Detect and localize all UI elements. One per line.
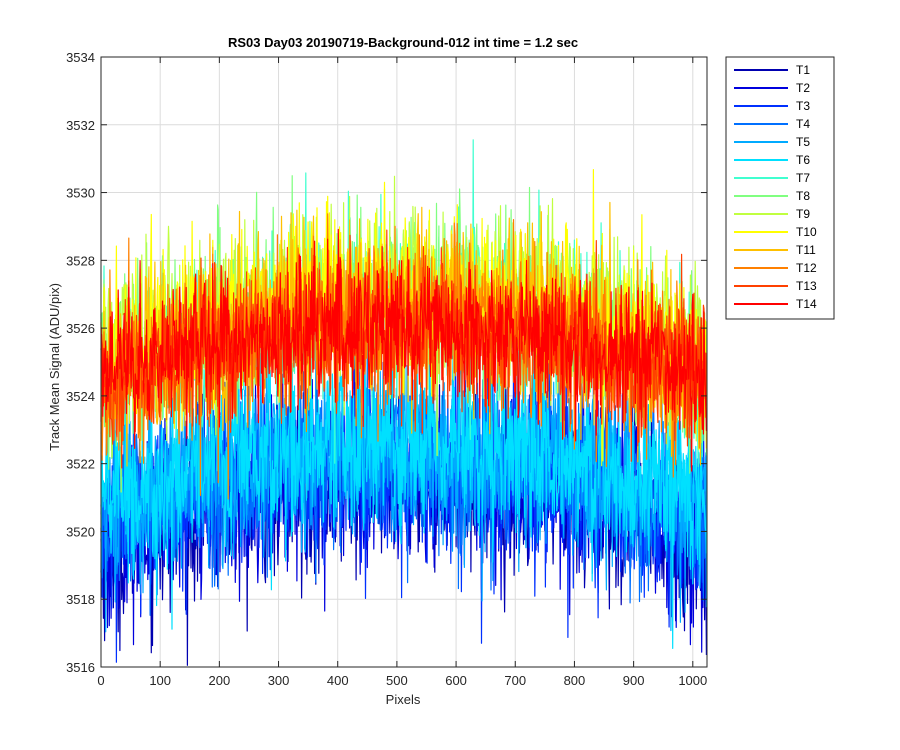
legend-item: T1 (734, 63, 810, 77)
series-line-t6 (100, 299, 707, 649)
legend-label: T2 (796, 81, 810, 95)
legend-label: T3 (796, 99, 810, 113)
y-tick-label: 3524 (66, 389, 95, 404)
x-tick-label: 0 (97, 673, 104, 688)
x-tick-label: 700 (504, 673, 526, 688)
x-tick-label: 300 (268, 673, 290, 688)
x-tick-label: 800 (564, 673, 586, 688)
y-tick-label: 3532 (66, 118, 95, 133)
legend-label: T12 (796, 261, 817, 275)
legend-item: T4 (734, 117, 810, 131)
legend-label: T4 (796, 117, 810, 131)
legend-items: T1 T2 T3 T4 T5 T6 T7 T8 T9 T10 T11 T12 T13 T14 (734, 63, 817, 311)
x-tick-label: 200 (209, 673, 231, 688)
legend-item: T12 (734, 261, 817, 275)
legend-box (725, 56, 835, 320)
legend-item: T11 (734, 243, 816, 257)
data-series (100, 139, 707, 666)
y-tick-label: 3518 (66, 592, 95, 607)
legend-label: T9 (796, 207, 810, 221)
legend-label: T11 (796, 243, 816, 257)
y-axis-title: Track Mean Signal (ADU/pix) (47, 283, 62, 451)
legend-item: T14 (734, 297, 817, 311)
plot-area: 0 100 200 300 400 500 600 700 800 900 1000 3516 3518… (66, 50, 708, 688)
series-line-t14 (100, 228, 707, 472)
x-tick-label: 600 (445, 673, 467, 688)
legend-label: T1 (796, 63, 810, 77)
y-tick-label: 3534 (66, 50, 95, 65)
legend-label: T6 (796, 153, 810, 167)
legend-item: T5 (734, 135, 810, 149)
legend-label: T10 (796, 225, 817, 239)
legend-label: T8 (796, 189, 810, 203)
legend-item: T6 (734, 153, 810, 167)
y-tick-label: 3530 (66, 186, 95, 201)
x-tick-label: 100 (149, 673, 171, 688)
axes-frame (100, 56, 708, 668)
legend-label: T13 (796, 279, 817, 293)
x-axis-title: Pixels (386, 692, 421, 707)
chart-title: RS03 Day03 20190719-Background-012 int t… (228, 35, 578, 50)
legend-item: T2 (734, 81, 810, 95)
legend-item: T9 (734, 207, 810, 221)
x-tick-label: 500 (386, 673, 408, 688)
axis-ticks: 0 100 200 300 400 500 600 700 800 900 1000 3516 3518… (66, 50, 707, 688)
legend-item: T13 (734, 279, 817, 293)
x-tick-label: 900 (623, 673, 645, 688)
series-line-t13 (100, 229, 707, 469)
y-tick-label: 3526 (66, 321, 95, 336)
y-tick-label: 3528 (66, 253, 95, 268)
legend-item: T8 (734, 189, 810, 203)
legend-label: T5 (796, 135, 810, 149)
legend-item: T7 (734, 171, 810, 185)
y-tick-label: 3520 (66, 524, 95, 539)
legend: T1 T2 T3 T4 T5 T6 T7 T8 T9 T10 T11 T12 T13 T14 (725, 56, 835, 320)
legend-item: T10 (734, 225, 817, 239)
legend-label: T14 (796, 297, 817, 311)
legend-label: T7 (796, 171, 810, 185)
legend-item: T3 (734, 99, 810, 113)
y-tick-label: 3516 (66, 660, 95, 675)
x-tick-label: 400 (327, 673, 349, 688)
x-tick-label: 1000 (678, 673, 707, 688)
y-tick-label: 3522 (66, 457, 95, 472)
